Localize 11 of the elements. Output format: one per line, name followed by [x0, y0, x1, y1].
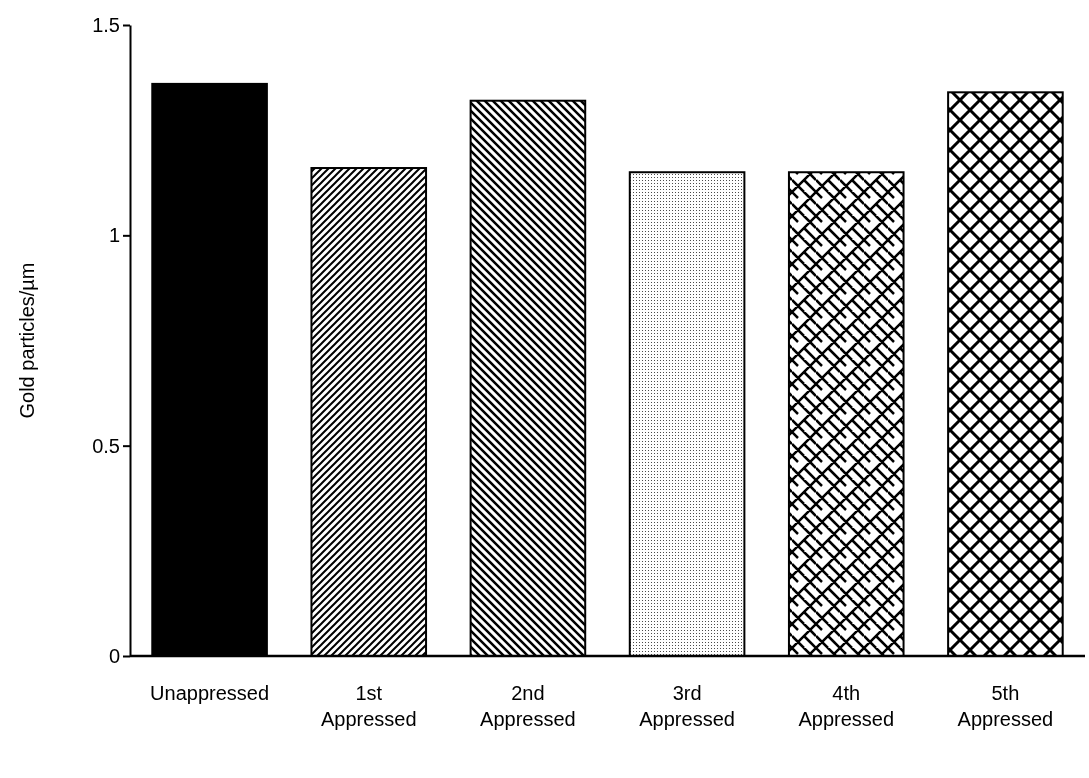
- x-tick-label: 4th Appressed: [798, 682, 895, 730]
- x-tick-label: 5th Appressed: [957, 682, 1054, 730]
- x-tick-label: Unappressed: [150, 682, 270, 704]
- x-tick-label: 3rd Appressed: [639, 682, 735, 730]
- x-tick-label: 1st Appressed: [320, 682, 417, 730]
- y-tick-label: 0.5: [92, 434, 120, 457]
- y-tick-label: 1: [108, 224, 120, 247]
- y-tick-label: 0: [108, 644, 120, 667]
- x-tick-label: 2nd Appressed: [480, 682, 576, 730]
- y-axis-title: Gold particles/µm: [16, 262, 38, 419]
- y-tick-label: 1.5: [92, 13, 120, 36]
